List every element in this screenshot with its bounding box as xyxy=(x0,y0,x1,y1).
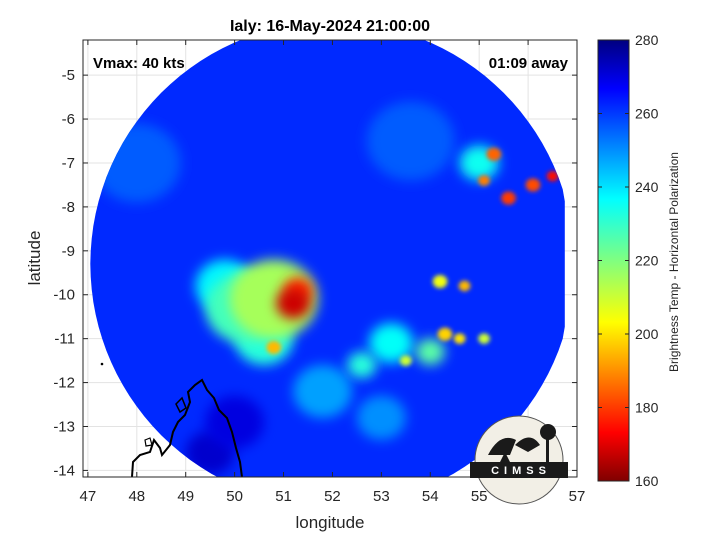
colorbar-tick-label: 160 xyxy=(635,473,659,489)
brightness-feature xyxy=(437,327,453,341)
y-tick-label: -9 xyxy=(62,243,75,260)
axis-ticks xyxy=(83,40,578,477)
x-tick-label: 54 xyxy=(422,488,439,505)
colorbar-ticks: 280 260 240 220 200 180 160 xyxy=(598,32,659,489)
vmax-annotation: Vmax: 40 kts xyxy=(93,55,185,72)
logo-tower xyxy=(546,436,549,462)
brightness-feature xyxy=(453,333,466,344)
x-tick-label: 48 xyxy=(128,488,145,505)
colorbar-tick-label: 260 xyxy=(635,106,659,122)
madagascar-coast-inner xyxy=(175,396,187,414)
brightness-feature xyxy=(486,147,502,161)
brightness-feature xyxy=(369,323,414,363)
colorbar-label: Brightness Temp - Horizontal Polarizatio… xyxy=(667,152,681,372)
x-tick-label: 50 xyxy=(226,488,243,505)
logo-text: CIMSS xyxy=(491,465,551,477)
brightness-feature xyxy=(501,191,516,205)
y-tick-labels: -5 -6 -7 -8 -9 -10 -11 -12 -13 -14 xyxy=(53,67,75,479)
y-tick-label: -10 xyxy=(53,287,75,304)
brightness-feature xyxy=(293,365,353,418)
x-tick-label: 53 xyxy=(373,488,390,505)
x-tick-label: 52 xyxy=(324,488,341,505)
brightness-feature xyxy=(266,340,282,355)
brightness-feature xyxy=(347,351,377,379)
convective-features xyxy=(92,101,559,475)
y-tick-label: -14 xyxy=(53,462,75,479)
logo-tank xyxy=(540,424,556,440)
brightness-feature xyxy=(478,333,490,344)
colorbar xyxy=(597,39,630,482)
x-tick-label: 55 xyxy=(471,488,488,505)
x-tick-label: 57 xyxy=(569,488,586,505)
colorbar-tick-label: 180 xyxy=(635,400,659,416)
axes-box xyxy=(82,39,578,478)
y-tick-label: -13 xyxy=(53,418,75,435)
colorbar-tick-label: 200 xyxy=(635,326,659,342)
chart-title: Ialy: 16-May-2024 21:00:00 xyxy=(230,18,430,35)
brightness-feature xyxy=(478,175,490,186)
y-tick-label: -8 xyxy=(62,199,75,216)
coastline xyxy=(100,362,243,477)
brightness-feature xyxy=(546,170,559,182)
colorbar-tick-label: 220 xyxy=(635,253,659,269)
logo-circle xyxy=(474,415,564,505)
x-tick-label: 47 xyxy=(80,488,97,505)
brightness-feature xyxy=(432,274,448,289)
brightness-feature xyxy=(356,395,406,440)
time-away-annotation: 01:09 away xyxy=(489,55,569,72)
brightness-feature xyxy=(458,280,471,292)
brightness-feature xyxy=(205,395,264,449)
y-tick-label: -11 xyxy=(54,331,75,348)
x-tick-label: 49 xyxy=(177,488,194,505)
y-tick-label: -7 xyxy=(62,155,75,172)
x-tick-label: 51 xyxy=(275,488,292,505)
madagascar-coast-outer xyxy=(131,378,243,477)
colorbar-tick-label: 280 xyxy=(635,32,659,48)
brightness-temp-swath xyxy=(90,40,565,477)
brightness-feature xyxy=(399,355,412,366)
islet-dot xyxy=(100,362,104,366)
brightness-feature xyxy=(415,338,445,366)
x-axis-label: longitude xyxy=(295,513,364,532)
brightness-feature xyxy=(276,288,311,319)
colorbar-tick-label: 240 xyxy=(635,179,659,195)
y-axis-label: latitude xyxy=(25,231,44,286)
cimss-logo: CIMSS xyxy=(470,415,568,505)
brightness-feature xyxy=(525,178,541,192)
logo-dishes xyxy=(488,437,540,462)
y-tick-label: -5 xyxy=(62,67,75,84)
coast-islet xyxy=(144,437,153,447)
brightness-feature xyxy=(366,101,455,181)
y-tick-label: -12 xyxy=(53,375,75,392)
logo-band xyxy=(470,462,568,478)
y-tick-label: -6 xyxy=(62,111,75,128)
